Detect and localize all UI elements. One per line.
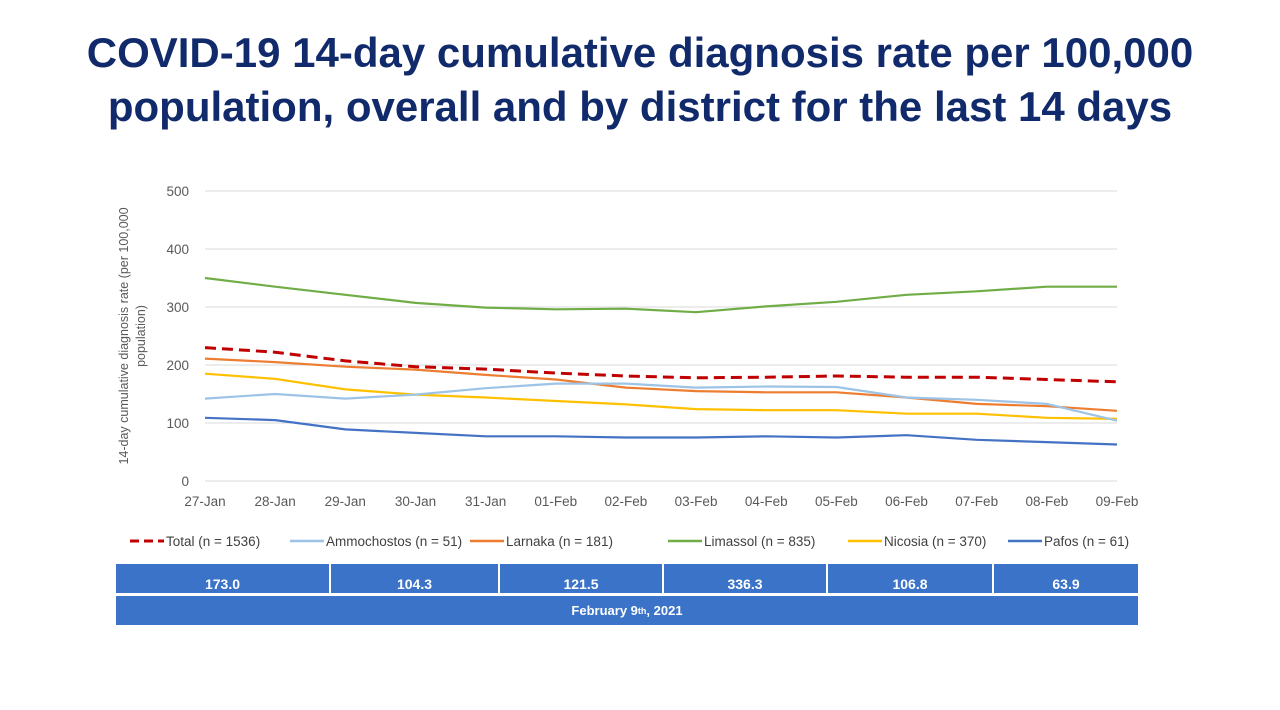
legend-label: Pafos (n = 61) bbox=[1044, 534, 1129, 549]
x-tick-label: 30-Jan bbox=[395, 494, 436, 509]
summary-values-row: 173.0 104.3 121.5 336.3 106.8 63.9 bbox=[116, 564, 1138, 593]
legend: Total (n = 1536) Ammochostos (n = 51) Larn… bbox=[130, 534, 1129, 549]
series-line-nicosia bbox=[204, 372, 1118, 420]
legend-label: Ammochostos (n = 51) bbox=[326, 534, 462, 549]
x-tick-label: 05-Feb bbox=[815, 494, 858, 509]
x-tick-label: 09-Feb bbox=[1096, 494, 1139, 509]
summary-cell-ammochostos: 104.3 bbox=[331, 564, 500, 593]
series-line-pafos bbox=[204, 416, 1118, 446]
summary-cell-total: 173.0 bbox=[116, 564, 331, 593]
summary-cell-limassol: 336.3 bbox=[664, 564, 828, 593]
y-tick-label: 500 bbox=[166, 184, 189, 199]
y-axis-label: 14-day cumulative diagnosis rate (per 10… bbox=[117, 207, 148, 464]
x-tick-label: 03-Feb bbox=[675, 494, 718, 509]
x-tick-label: 01-Feb bbox=[534, 494, 577, 509]
gridlines bbox=[205, 190, 1117, 482]
series-line-ammochostos bbox=[204, 382, 1118, 422]
legend-label: Larnaka (n = 181) bbox=[506, 534, 613, 549]
x-tick-label: 04-Feb bbox=[745, 494, 788, 509]
summary-cell-larnaka: 121.5 bbox=[500, 564, 664, 593]
summary-date-suffix-ordinal: th bbox=[637, 605, 647, 616]
y-tick-label: 100 bbox=[166, 416, 189, 431]
series-line-limassol bbox=[204, 276, 1117, 314]
x-tick-label: 28-Jan bbox=[255, 494, 296, 509]
x-tick-label: 31-Jan bbox=[465, 494, 506, 509]
series-lines bbox=[204, 276, 1118, 446]
summary-cell-nicosia: 106.8 bbox=[828, 564, 994, 593]
x-tick-label: 07-Feb bbox=[955, 494, 998, 509]
y-tick-label: 300 bbox=[166, 300, 189, 315]
summary-date-prefix: February 9 bbox=[571, 603, 638, 618]
summary-cell-pafos: 63.9 bbox=[994, 564, 1138, 593]
legend-label: Nicosia (n = 370) bbox=[884, 534, 986, 549]
x-tick-labels: 27-Jan 28-Jan 29-Jan 30-Jan 31-Jan 01-Feb 02-F… bbox=[184, 494, 1138, 509]
x-tick-label: 27-Jan bbox=[184, 494, 225, 509]
y-tick-label: 0 bbox=[181, 474, 189, 489]
x-tick-label: 06-Feb bbox=[885, 494, 928, 509]
y-tick-label: 400 bbox=[166, 242, 189, 257]
legend-label: Limassol (n = 835) bbox=[704, 534, 815, 549]
chart-title: COVID-19 14-day cumulative diagnosis rat… bbox=[86, 29, 1194, 130]
summary-date-year: , 2021 bbox=[646, 603, 683, 618]
x-tick-label: 29-Jan bbox=[325, 494, 366, 509]
series-line-larnaka bbox=[204, 357, 1118, 412]
summary-table: 173.0 104.3 121.5 336.3 106.8 63.9 Febru… bbox=[116, 564, 1138, 625]
line-chart: 0 100 200 300 400 500 27-Jan 28-Jan 29-Jan 30-Ja… bbox=[117, 184, 1138, 549]
legend-label: Total (n = 1536) bbox=[166, 534, 260, 549]
x-tick-label: 02-Feb bbox=[605, 494, 648, 509]
y-tick-labels: 0 100 200 300 400 500 bbox=[166, 184, 189, 489]
x-tick-label: 08-Feb bbox=[1025, 494, 1068, 509]
y-tick-label: 200 bbox=[166, 358, 189, 373]
